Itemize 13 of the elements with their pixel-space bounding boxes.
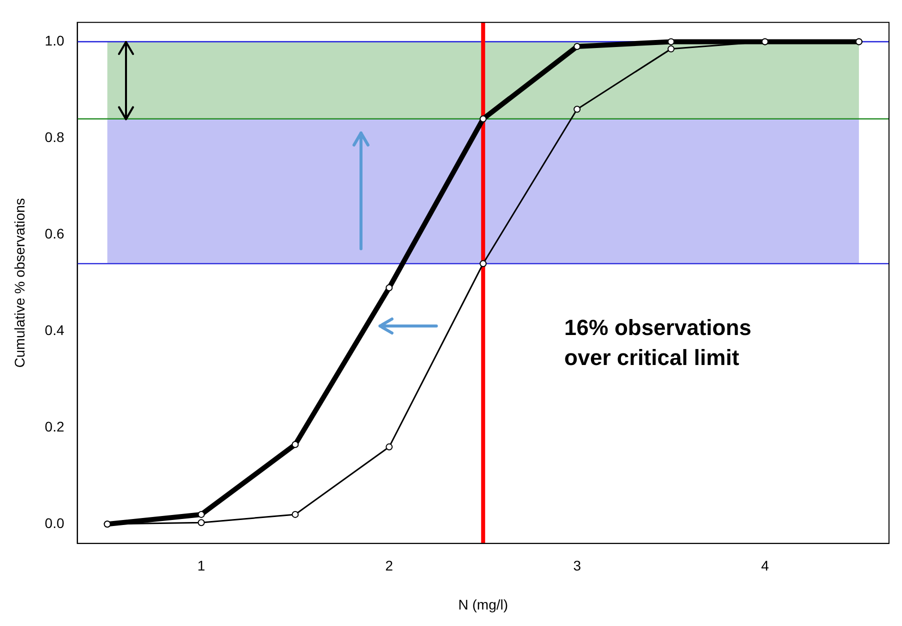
- y-tick-label: 0.2: [44, 418, 64, 434]
- y-axis-title: Cumulative % observations: [11, 198, 28, 368]
- x-axis-title: N (mg/l): [458, 596, 508, 612]
- x-tick-label: 4: [761, 558, 770, 574]
- x-tick-label: 3: [573, 558, 582, 574]
- y-tick-label: 0.0: [44, 514, 64, 531]
- x-tick-label: 1: [197, 558, 206, 574]
- y-tick-label: 0.8: [44, 129, 64, 146]
- annotation: 16% observations over critical limit: [564, 315, 752, 370]
- y-tick-label: 1.0: [44, 32, 64, 49]
- x-tick-label: 2: [385, 558, 394, 574]
- y-tick-label: 0.6: [44, 226, 64, 242]
- y-tick-label: 0.4: [44, 322, 64, 338]
